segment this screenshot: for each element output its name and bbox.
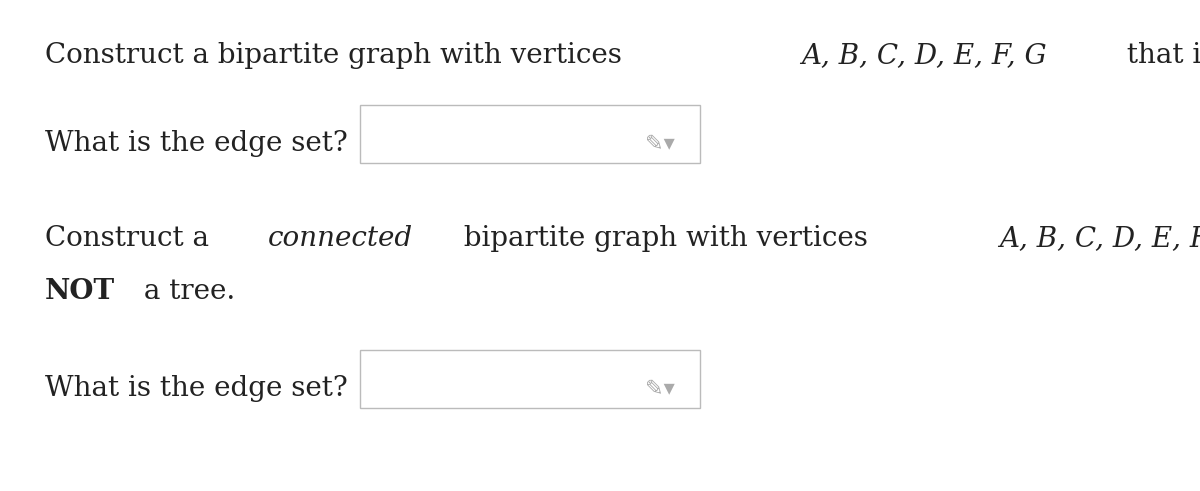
Text: What is the edge set?: What is the edge set? [46,375,348,402]
Text: ✎▾: ✎▾ [646,379,674,399]
Text: Construct a bipartite graph with vertices: Construct a bipartite graph with vertice… [46,42,631,69]
Text: What is the edge set?: What is the edge set? [46,130,348,157]
Text: bipartite graph with vertices: bipartite graph with vertices [455,225,877,252]
Bar [360,350,700,408]
Text: A, B, C, D, E, F, G: A, B, C, D, E, F, G [1000,225,1200,252]
Text: NOT: NOT [46,278,115,305]
Text: a tree.: a tree. [136,278,235,305]
Text: that is a tree.: that is a tree. [1117,42,1200,69]
Text: A, B, C, D, E, F, G: A, B, C, D, E, F, G [800,42,1046,69]
Text: connected: connected [268,225,413,252]
Text: ✎▾: ✎▾ [646,134,674,154]
Text: Construct a: Construct a [46,225,218,252]
Bar [360,105,700,163]
